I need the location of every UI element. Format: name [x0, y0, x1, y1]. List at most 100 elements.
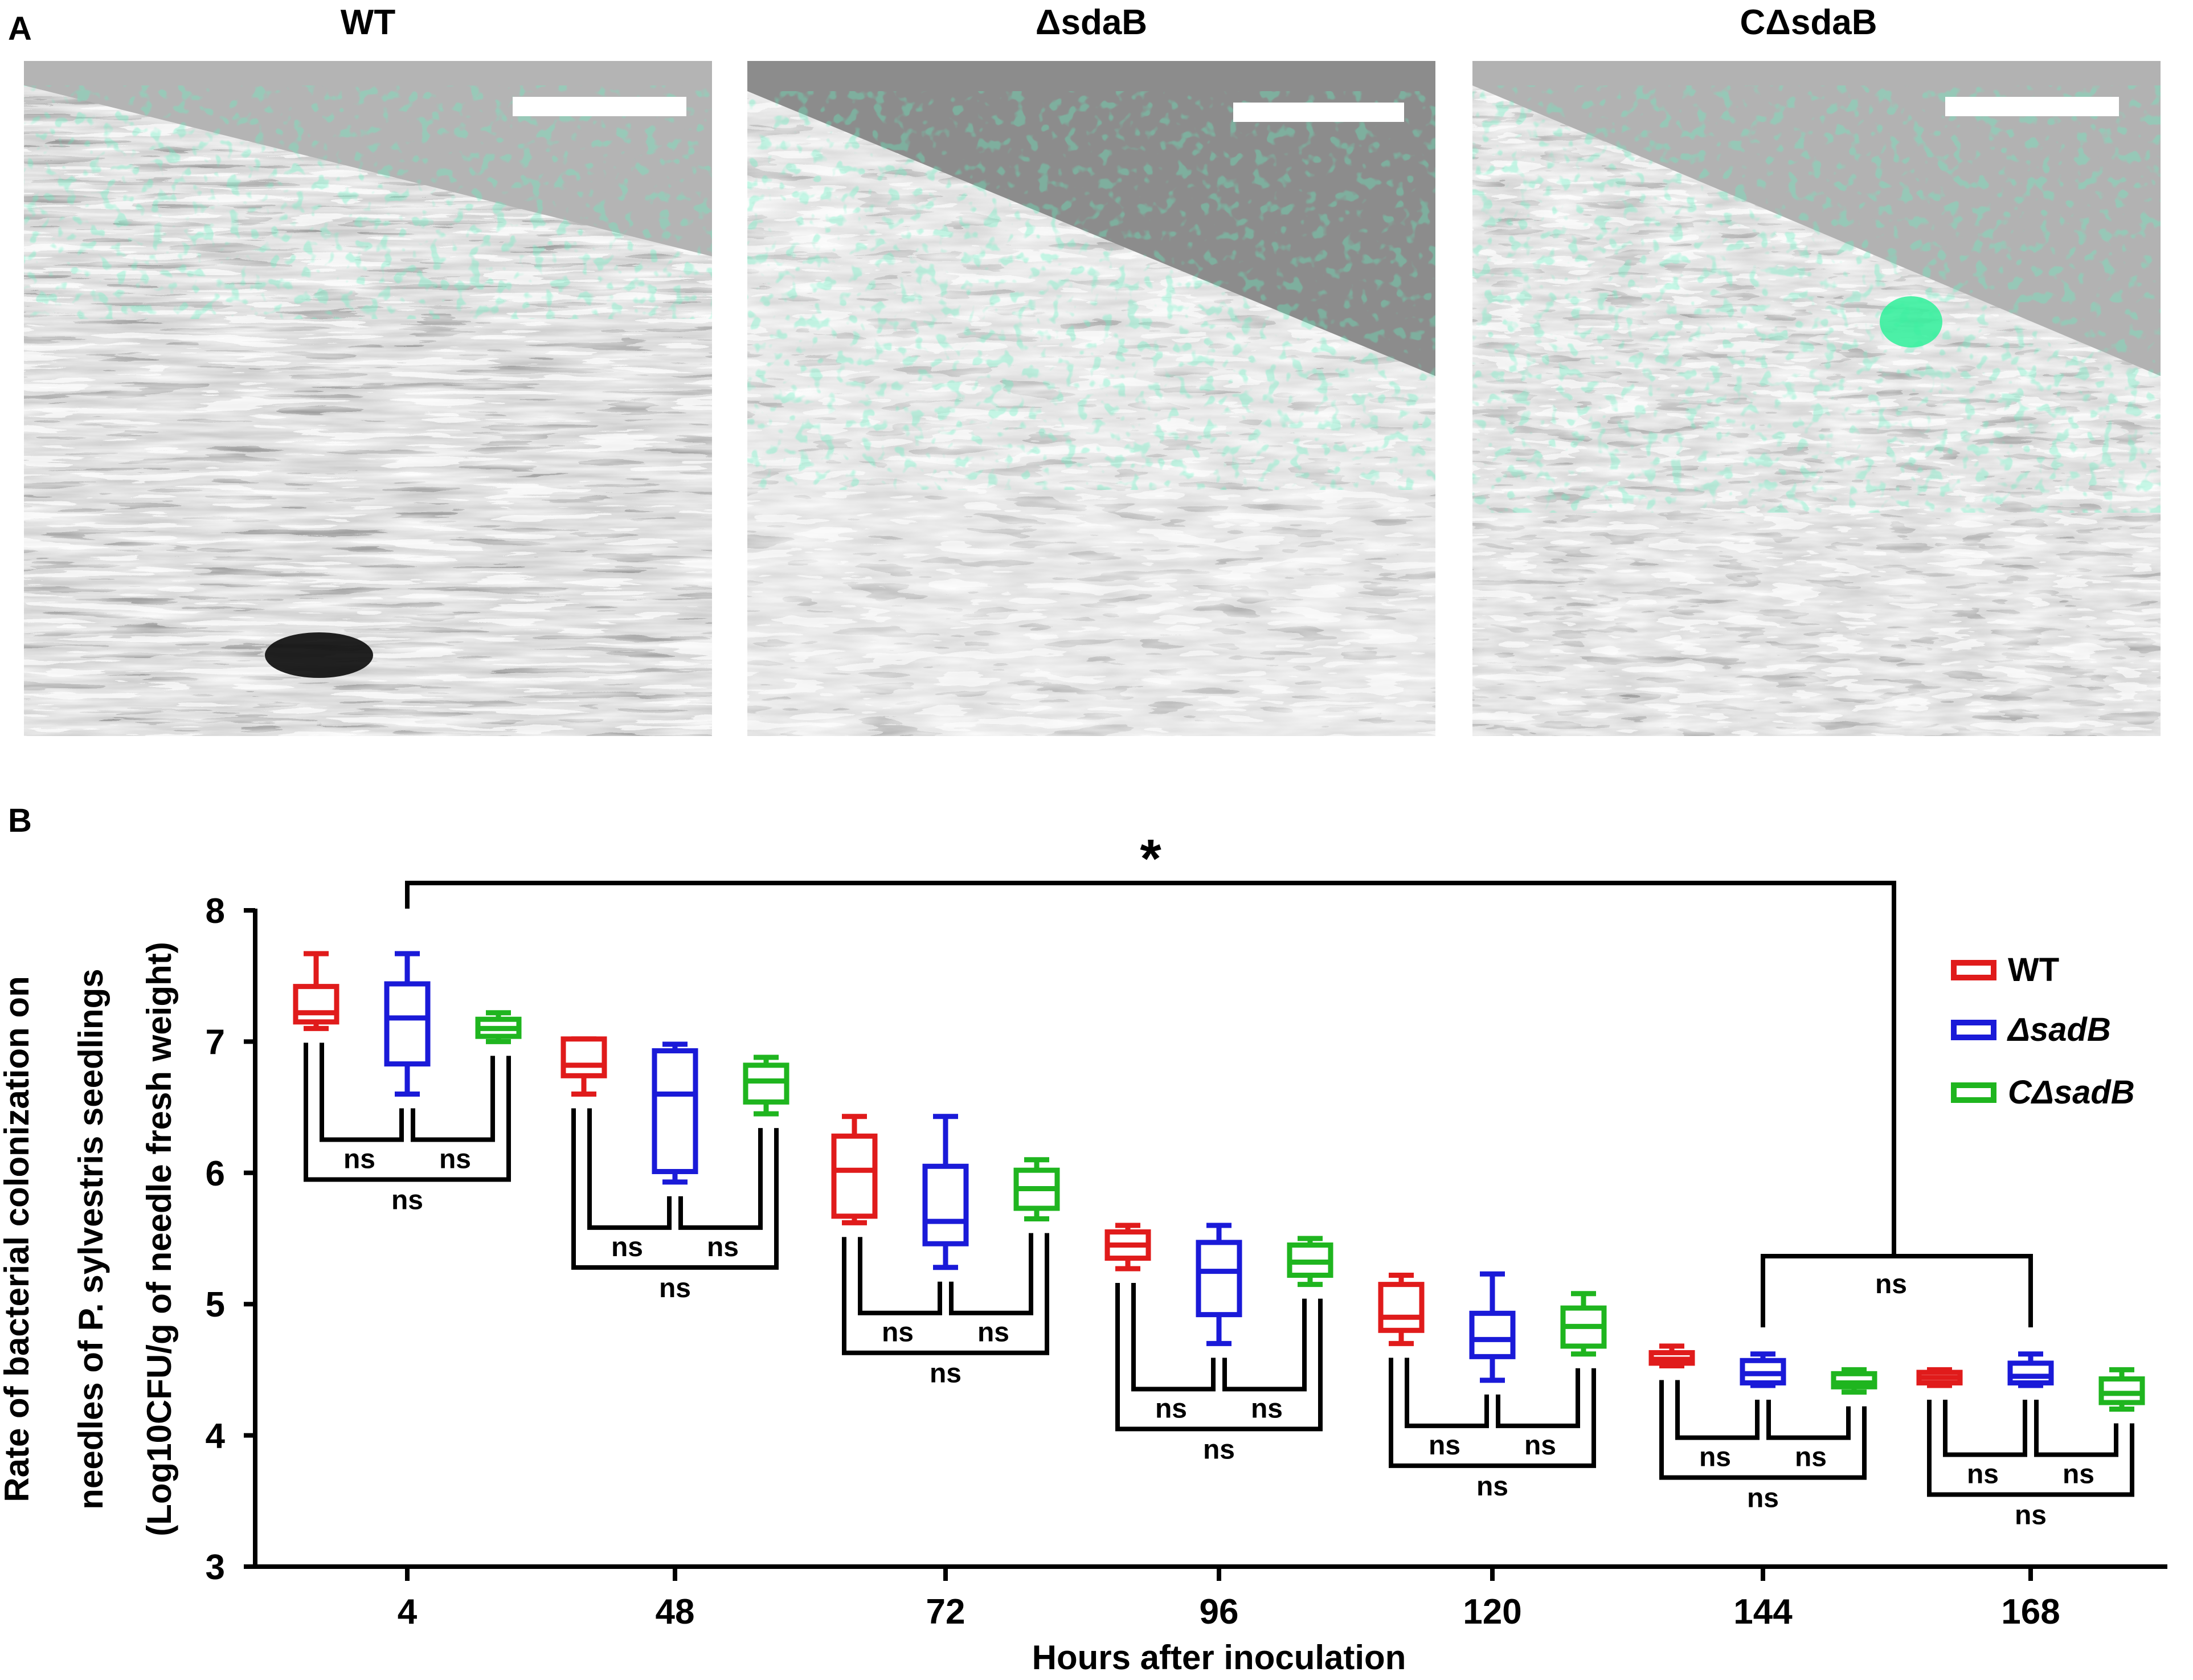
legend-swatch-wt	[1951, 960, 1996, 980]
y-tick-label-8: 8	[206, 892, 225, 931]
box-2-96	[1287, 1236, 1333, 1287]
late-group-ns: ns	[1875, 1269, 1907, 1299]
x-axis-title: Hours after inoculation	[1032, 1638, 1406, 1677]
box-iqr	[743, 1062, 789, 1105]
box-iqr	[384, 981, 431, 1067]
y-tick-label-3: 3	[206, 1548, 225, 1587]
box-iqr	[2098, 1376, 2145, 1405]
ns-label: ns	[1747, 1483, 1779, 1514]
ns-label: ns	[977, 1318, 1009, 1348]
ns-label: ns	[1155, 1393, 1187, 1424]
micrograph-dsdab-title: ΔsdaB	[1036, 3, 1147, 42]
bracket-dsadb-vs-cdsadb	[411, 1056, 495, 1142]
ns-label: ns	[1251, 1393, 1283, 1424]
bracket-wt-vs-cdsadb	[1927, 1400, 2134, 1497]
bracket-wt-vs-cdsadb	[1659, 1380, 1867, 1480]
micrograph-dsdab-fluorescence	[747, 91, 1435, 490]
micrograph-cdsdab-title: CΔsdaB	[1740, 3, 1877, 42]
y-tick-label-6: 6	[206, 1154, 225, 1193]
box-2-72	[1013, 1157, 1060, 1221]
box-iqr	[1196, 1240, 1242, 1318]
bracket-wt-vs-dsadb	[1943, 1400, 2027, 1457]
ns-label: ns	[1429, 1430, 1460, 1461]
y-tick-label-7: 7	[206, 1023, 225, 1062]
x-tick-label-48: 48	[656, 1592, 695, 1632]
overall-significance-star: *	[1140, 828, 1161, 889]
box-1-144	[1740, 1351, 1786, 1388]
box-2-144	[1831, 1367, 1877, 1395]
ns-label: ns	[707, 1232, 739, 1262]
legend-swatch-dsadb	[1951, 1020, 1996, 1040]
bracket-wt-vs-cdsadb	[1115, 1282, 1323, 1432]
micrograph-cdsdab: CΔsdaB	[1472, 3, 2161, 736]
micrograph-wt-title: WT	[341, 3, 396, 42]
y-ticks: 3 4 5 6 7 8	[206, 892, 255, 1587]
micrograph-dsdab-background	[747, 61, 1435, 376]
x-tick-label-96: 96	[1200, 1592, 1239, 1632]
micrograph-cdsdab-scale-bar	[1945, 97, 2119, 116]
box-iqr	[652, 1048, 698, 1174]
ns-label: ns	[1524, 1430, 1556, 1461]
box-0-144	[1648, 1343, 1695, 1368]
box-iqr	[1469, 1310, 1516, 1359]
micrograph-cdsdab-fluorescence	[1472, 85, 2161, 513]
legend-label-wt: WT	[2008, 951, 2059, 988]
box-iqr	[831, 1133, 878, 1219]
micrograph-wt: WT	[24, 3, 712, 736]
x-tick-label-144: 144	[1733, 1592, 1793, 1632]
ns-label: ns	[1476, 1471, 1508, 1502]
box-2-168	[2098, 1367, 2145, 1412]
bracket-wt-vs-dsadb	[587, 1108, 672, 1230]
micrograph-cdsdab-background	[1472, 61, 2161, 376]
ns-label: ns	[1795, 1442, 1827, 1473]
ns-label: ns	[2015, 1501, 2047, 1531]
box-iqr	[293, 984, 339, 1025]
x-tick-label-120: 120	[1463, 1592, 1521, 1632]
x-tick-label-4: 4	[398, 1592, 418, 1632]
bracket-wt-vs-dsadb	[858, 1237, 942, 1315]
bracket-dsadb-vs-cdsadb	[1766, 1400, 1851, 1440]
bracket-wt-vs-cdsadb	[1389, 1358, 1596, 1468]
box-2-120	[1560, 1291, 1607, 1357]
ns-label: ns	[439, 1144, 471, 1175]
box-1-72	[922, 1114, 969, 1270]
ns-label: ns	[391, 1186, 423, 1216]
micrograph-wt-fluorescence	[24, 85, 712, 319]
ns-label: ns	[343, 1144, 375, 1175]
bracket-wt-vs-dsadb	[1405, 1358, 1489, 1428]
panel-a-label: A	[8, 10, 32, 47]
box-0-168	[1916, 1367, 1963, 1388]
micrograph-dsdab: ΔsdaB	[747, 3, 1435, 736]
legend: WT ΔsadB CΔsadB	[1951, 951, 2135, 1111]
y-axis-title-line3: (Log10CFU/g of needle fresh weight)	[140, 942, 178, 1536]
legend-label-cdsadb: CΔsadB	[2008, 1074, 2135, 1111]
box-0-120	[1378, 1273, 1425, 1346]
box-2-48	[743, 1054, 789, 1117]
y-tick-label-4: 4	[206, 1417, 226, 1456]
box-2-4	[475, 1010, 522, 1044]
x-tick-label-168: 168	[2001, 1592, 2060, 1632]
box-0-96	[1104, 1223, 1151, 1272]
box-1-4	[384, 951, 431, 1097]
panel-b-label: B	[8, 802, 32, 839]
overall-bracket: * ns	[405, 828, 2033, 1327]
bracket-wt-vs-dsadb	[320, 1043, 404, 1142]
ns-label: ns	[1203, 1434, 1235, 1465]
bracket-dsadb-vs-cdsadb	[2034, 1400, 2118, 1457]
ns-label: ns	[2063, 1460, 2094, 1490]
ns-label: ns	[611, 1232, 643, 1262]
ns-label: ns	[930, 1359, 962, 1389]
box-1-120	[1469, 1271, 1516, 1383]
y-axis-title-line1: Rate of bacterial colonization on	[0, 976, 36, 1502]
box-iqr	[1378, 1282, 1425, 1333]
box-iqr	[922, 1163, 969, 1246]
ns-label: ns	[882, 1318, 914, 1348]
